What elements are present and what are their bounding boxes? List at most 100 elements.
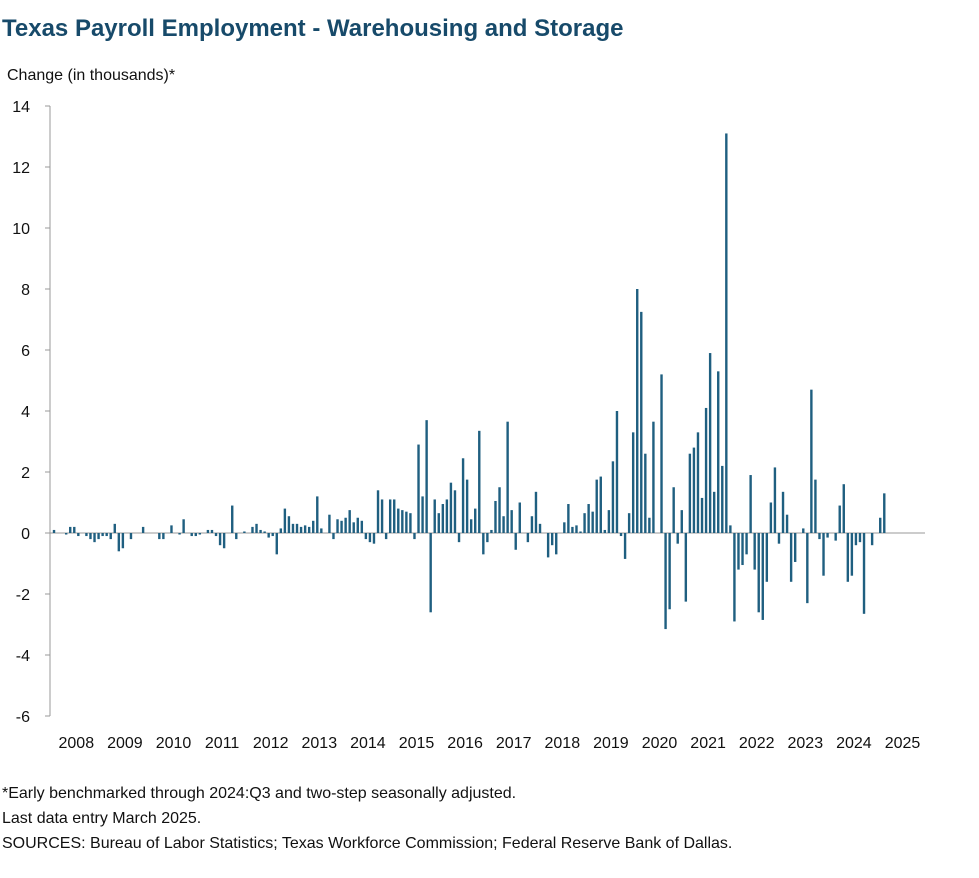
bar (486, 533, 489, 543)
bar (708, 353, 712, 533)
bar (64, 533, 68, 535)
bar (753, 533, 756, 570)
bar (113, 523, 116, 533)
y-axis-label: Change (in thousands)* (7, 67, 175, 84)
bar (850, 533, 854, 576)
bar (243, 531, 246, 533)
x-tick-label: 2008 (59, 735, 95, 752)
bar (591, 511, 594, 533)
x-tick-label: 2019 (593, 735, 629, 752)
bar (684, 533, 688, 602)
x-tick-label: 2015 (399, 735, 435, 752)
bar (117, 533, 121, 552)
bar (725, 133, 728, 533)
bar (838, 505, 841, 533)
bar (356, 517, 359, 533)
bar (97, 533, 100, 540)
bar (660, 374, 663, 533)
bar (295, 523, 299, 533)
bar (259, 529, 262, 533)
bar (810, 389, 813, 533)
bar (158, 533, 161, 540)
bar (52, 529, 56, 533)
bar (162, 533, 165, 540)
bar (587, 504, 590, 533)
bar (429, 533, 432, 613)
x-tick-label: 2020 (642, 735, 678, 752)
bar (141, 526, 145, 533)
bar (101, 533, 104, 537)
bar (312, 520, 315, 533)
x-tick-label: 2021 (690, 735, 726, 752)
bar (413, 533, 416, 540)
bar (437, 513, 440, 533)
bar (376, 490, 380, 533)
bar (737, 533, 740, 570)
x-tick-label: 2011 (205, 735, 240, 752)
bar (806, 533, 809, 604)
y-tick-label: 0 (21, 526, 30, 543)
bar (745, 533, 748, 555)
bar (785, 514, 789, 533)
bar (696, 432, 700, 533)
bar (263, 531, 266, 533)
bar (571, 526, 574, 533)
bar (461, 458, 465, 533)
bar (105, 533, 108, 537)
bar (814, 479, 817, 533)
bar (478, 430, 481, 533)
bar (563, 522, 566, 533)
bar (344, 517, 347, 533)
bar (401, 510, 404, 533)
bar (765, 533, 769, 582)
bar (789, 533, 793, 582)
y-tick-label: 2 (21, 465, 30, 482)
bar (506, 421, 509, 533)
bar (206, 529, 210, 533)
bar (700, 497, 704, 533)
bar (279, 528, 283, 533)
x-tick-label: 2012 (253, 735, 289, 752)
y-tick-label: -6 (16, 709, 30, 726)
bar (648, 517, 651, 533)
bar (77, 533, 80, 537)
bar (397, 508, 400, 533)
bar (676, 533, 679, 544)
bar (178, 533, 181, 535)
bar (417, 444, 420, 533)
bar (405, 511, 408, 533)
bar (255, 523, 258, 533)
bar (482, 533, 485, 555)
bar (231, 505, 234, 533)
bar (603, 529, 607, 533)
y-tick-label: 12 (12, 160, 30, 177)
bar (862, 533, 866, 614)
bar (445, 499, 449, 533)
bar (198, 533, 202, 535)
bar (692, 447, 696, 533)
bar (668, 533, 671, 610)
bar (761, 533, 764, 620)
bar (283, 508, 287, 533)
bar (494, 500, 497, 533)
bar (611, 461, 615, 533)
bar (222, 533, 226, 549)
footnote: *Early benchmarked through 2024:Q3 and t… (2, 785, 516, 802)
bar (854, 533, 858, 546)
bar (510, 510, 513, 533)
bar (664, 533, 667, 630)
bar (425, 420, 428, 533)
bar (409, 513, 412, 533)
bar (781, 491, 785, 533)
bar (218, 533, 222, 546)
x-tick-label: 2023 (788, 735, 824, 752)
bar (567, 504, 570, 533)
bar (644, 453, 647, 533)
bar (777, 533, 781, 544)
bar (749, 475, 752, 533)
x-tick-label: 2016 (447, 735, 483, 752)
chart-title: Texas Payroll Employment - Warehousing a… (2, 15, 623, 42)
bar (518, 502, 521, 533)
bar (615, 411, 619, 533)
footnote: Last data entry March 2025. (2, 810, 201, 827)
